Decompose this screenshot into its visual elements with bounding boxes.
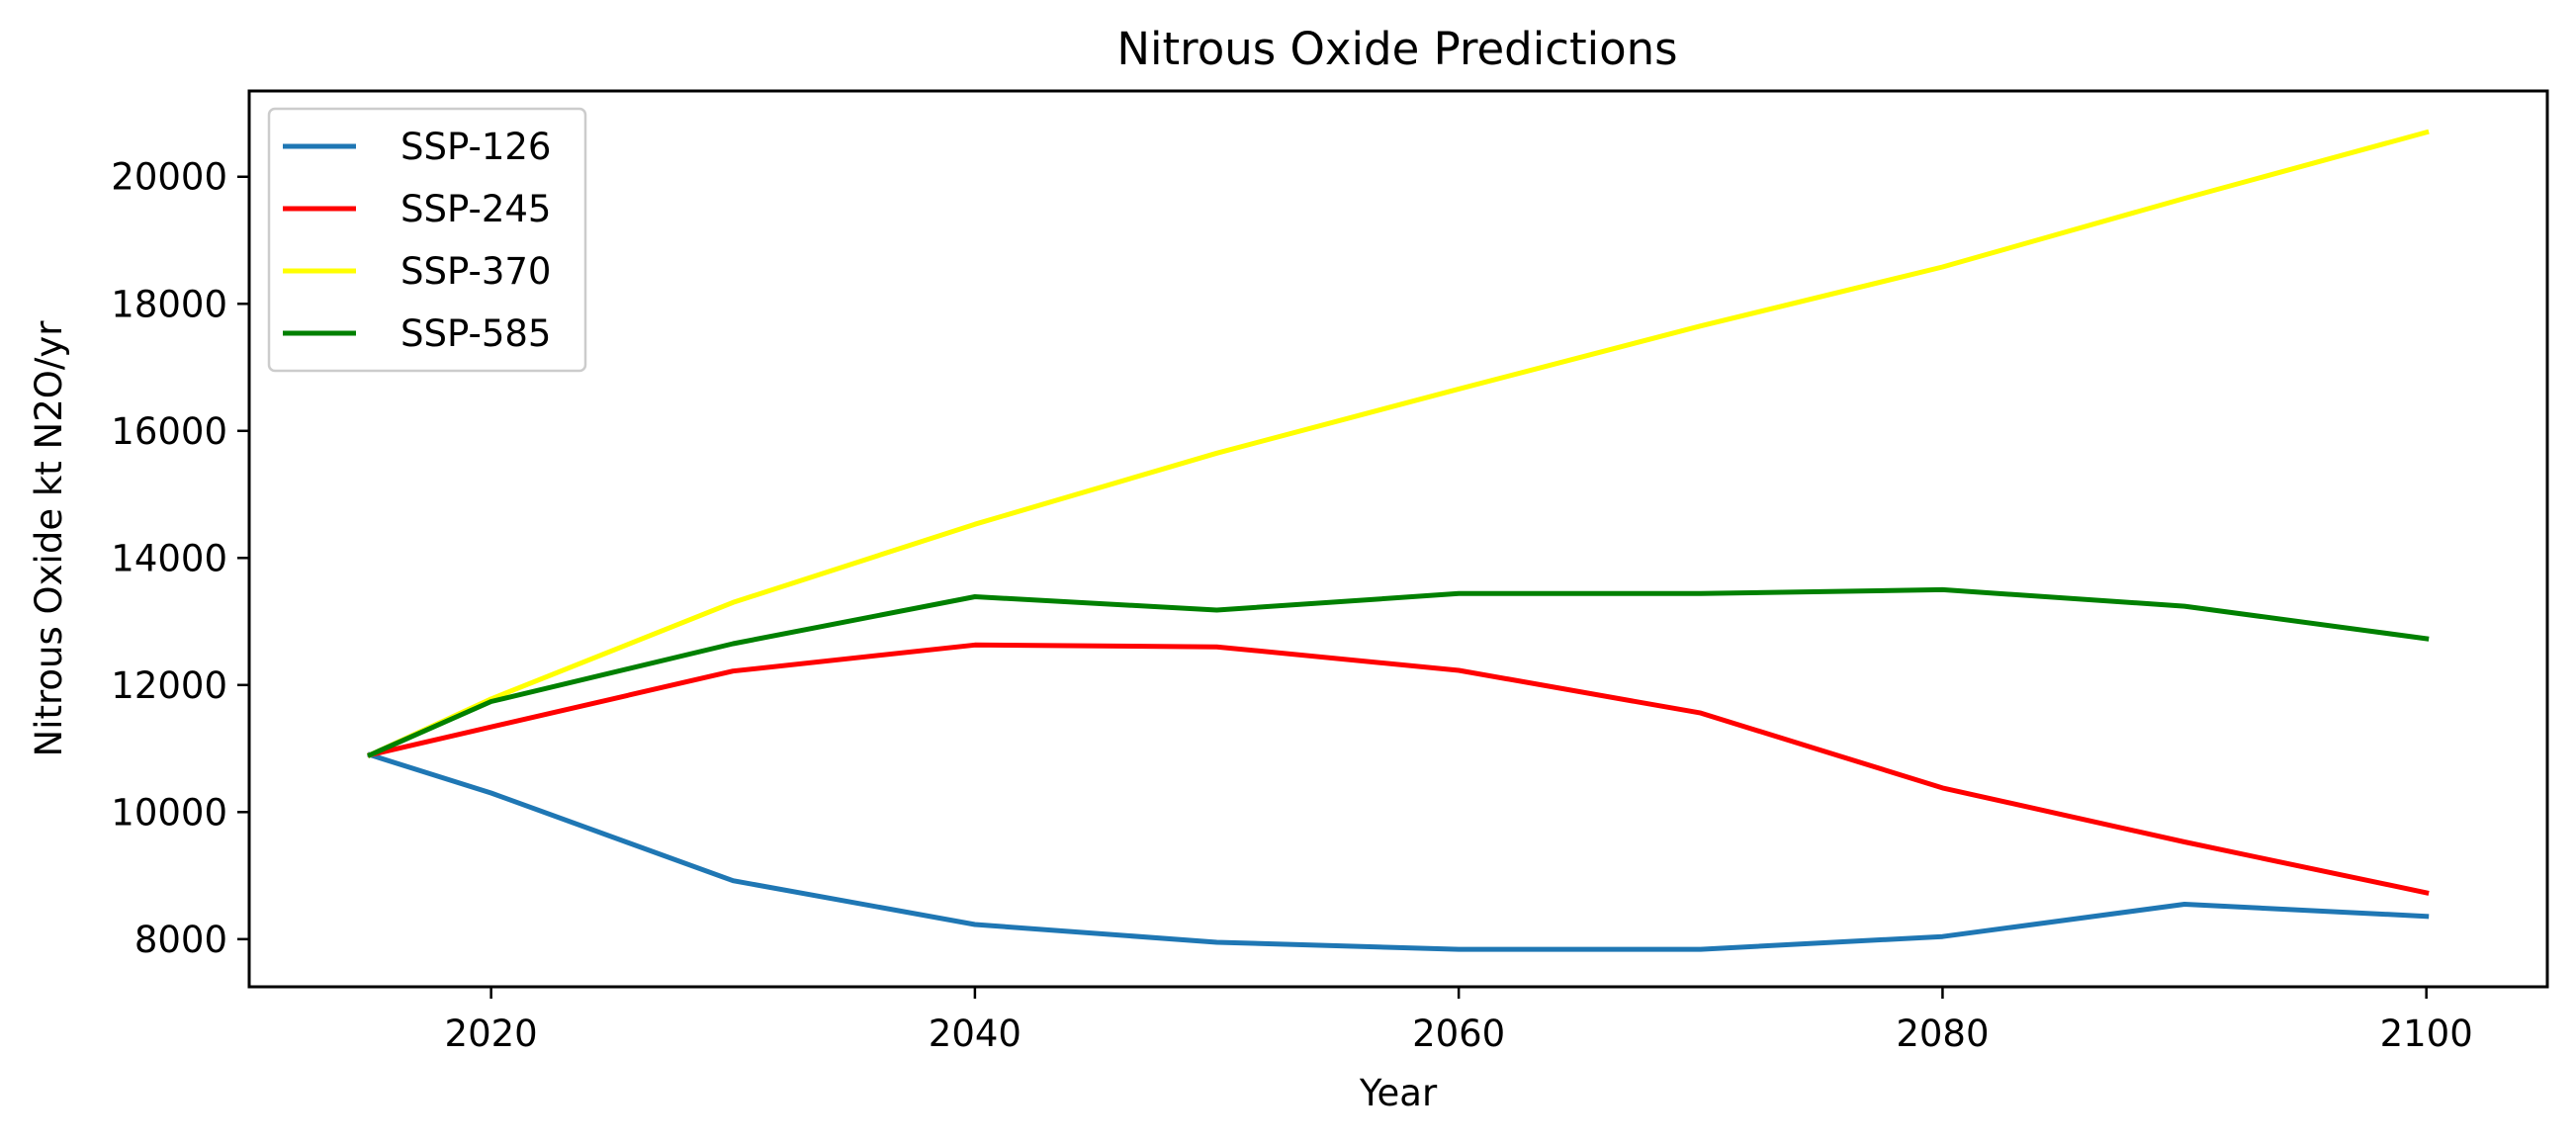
y-tick-label: 20000 bbox=[111, 156, 227, 199]
x-axis-label: Year bbox=[1359, 1072, 1438, 1114]
y-tick-label: 14000 bbox=[111, 537, 227, 579]
x-tick-label: 2100 bbox=[2380, 1013, 2473, 1055]
legend-box bbox=[267, 107, 587, 373]
y-tick-label: 10000 bbox=[111, 791, 227, 834]
chart-title: Nitrous Oxide Predictions bbox=[1116, 23, 1677, 75]
series-line-ssp-585 bbox=[367, 586, 2430, 758]
y-tick-label: 8000 bbox=[134, 919, 227, 961]
series-line-ssp-370 bbox=[366, 129, 2430, 758]
plot-area bbox=[366, 129, 2430, 952]
axis-ticks: 2020 2040 2060 2080 2100 8000 10000 12000 14000 1… bbox=[111, 156, 2472, 1055]
y-tick-label: 12000 bbox=[111, 664, 227, 707]
x-tick-label: 2060 bbox=[1412, 1013, 1505, 1055]
legend-label: SSP-126 bbox=[400, 126, 551, 168]
axes-frame bbox=[247, 89, 2549, 989]
y-tick-label: 16000 bbox=[111, 410, 227, 453]
x-tick-label: 2080 bbox=[1896, 1013, 1989, 1055]
legend: SSP-126 SSP-245 SSP-370 SSP-585 bbox=[267, 107, 587, 373]
x-tick-label: 2020 bbox=[445, 1013, 538, 1055]
series-line-ssp-126 bbox=[367, 751, 2430, 952]
legend-label: SSP-245 bbox=[400, 188, 551, 230]
y-tick-label: 18000 bbox=[111, 283, 227, 325]
series-line-ssp-245 bbox=[367, 642, 2430, 896]
legend-label: SSP-370 bbox=[400, 250, 551, 293]
y-axis-label: Nitrous Oxide kt N2O/yr bbox=[28, 320, 70, 757]
x-tick-label: 2040 bbox=[929, 1013, 1022, 1055]
legend-label: SSP-585 bbox=[400, 312, 551, 355]
